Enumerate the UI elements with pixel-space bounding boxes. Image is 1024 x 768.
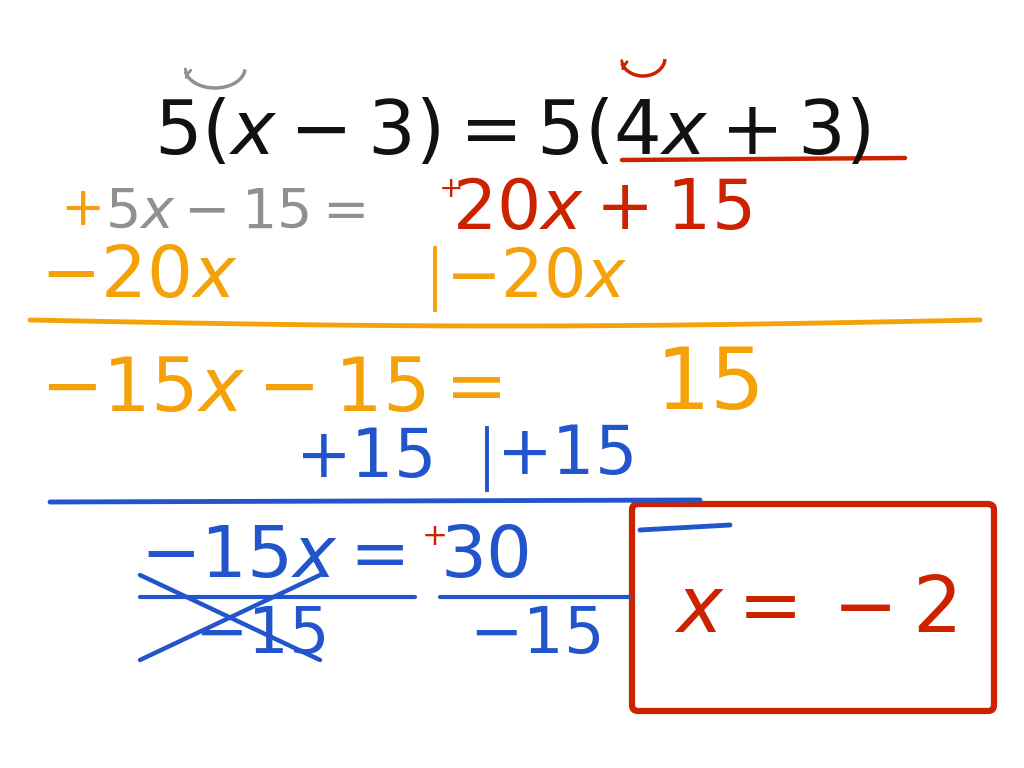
- Text: $^+$: $^+$: [415, 527, 446, 570]
- Text: $-15x=$: $-15x=$: [140, 524, 404, 592]
- Text: $+15$: $+15$: [295, 425, 432, 491]
- Text: $20x+15$: $20x+15$: [452, 177, 752, 243]
- Text: $5(x-3) = 5(4x+3)$: $5(x-3) = 5(4x+3)$: [154, 97, 870, 169]
- Text: $5x-15=$: $5x-15=$: [105, 186, 366, 240]
- Text: $x=-2$: $x=-2$: [674, 572, 956, 648]
- Text: $^+$: $^+$: [432, 179, 462, 221]
- Text: $-15$: $-15$: [469, 604, 601, 666]
- Text: $-20x$: $-20x$: [40, 243, 238, 313]
- Text: $-15x-15=$: $-15x-15=$: [40, 353, 502, 426]
- Text: $15$: $15$: [655, 343, 759, 426]
- Text: $-20x$: $-20x$: [445, 245, 628, 311]
- Text: $+15$: $+15$: [496, 422, 633, 488]
- Text: $30$: $30$: [440, 524, 529, 592]
- FancyBboxPatch shape: [632, 504, 994, 711]
- Text: $-15$: $-15$: [195, 604, 326, 666]
- Text: $+$: $+$: [60, 184, 100, 236]
